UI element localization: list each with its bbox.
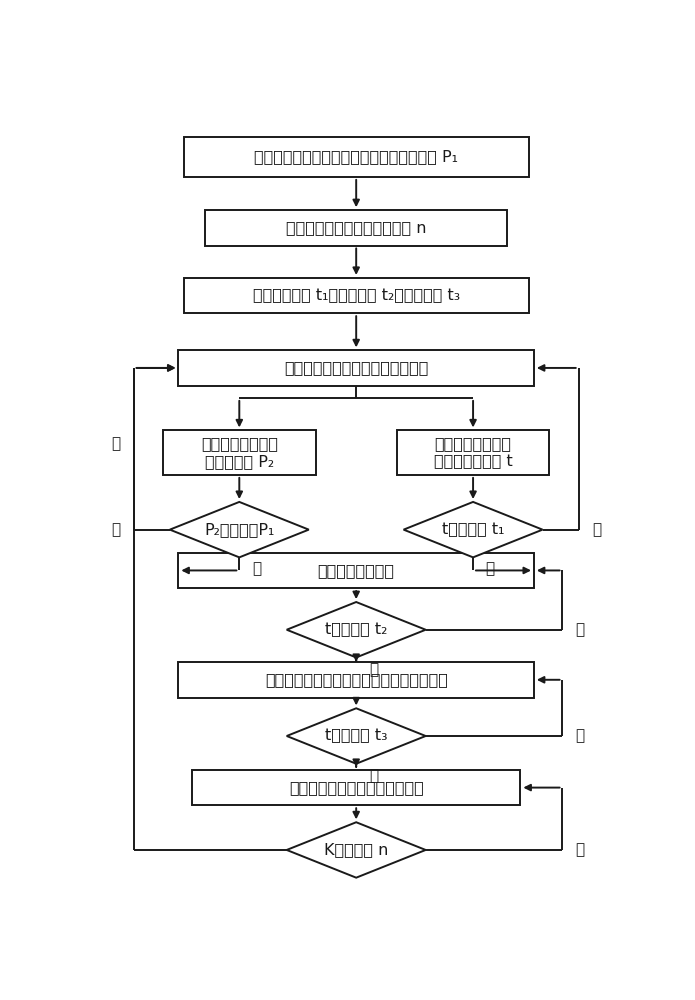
Text: 否: 否 (575, 728, 584, 744)
Polygon shape (170, 502, 309, 557)
Text: 是: 是 (369, 662, 378, 677)
FancyBboxPatch shape (397, 430, 549, 475)
Text: 驱动电机停止工作: 驱动电机停止工作 (318, 563, 395, 578)
Text: 否: 否 (575, 622, 584, 637)
Text: 驱动电机启动，向下挤压进行进样: 驱动电机启动，向下挤压进行进样 (284, 360, 428, 375)
Text: P₂是否大于P₁: P₂是否大于P₁ (204, 522, 275, 537)
Text: 是: 是 (111, 436, 120, 451)
Text: 是: 是 (486, 561, 495, 576)
Text: 启动系统，设定压力测量控制器进样压力值 P₁: 启动系统，设定压力测量控制器进样压力值 P₁ (254, 149, 458, 164)
Text: 否: 否 (592, 522, 601, 537)
FancyBboxPatch shape (179, 553, 534, 588)
Text: 否: 否 (111, 522, 120, 537)
Text: K是否大于 n: K是否大于 n (324, 842, 389, 857)
Text: 设定进样时间 t₁，提升时间 t₂，分析周期 t₃: 设定进样时间 t₁，提升时间 t₂，分析周期 t₃ (252, 288, 460, 303)
FancyBboxPatch shape (206, 210, 507, 246)
FancyBboxPatch shape (179, 350, 534, 386)
Text: 是: 是 (369, 769, 378, 784)
FancyBboxPatch shape (163, 430, 316, 475)
Polygon shape (287, 822, 425, 878)
Text: t是否大于 t₁: t是否大于 t₁ (442, 522, 505, 537)
Polygon shape (404, 502, 543, 557)
Text: 时间程序控制器上
的程序运行时间 t: 时间程序控制器上 的程序运行时间 t (434, 436, 512, 469)
Text: t是否大于 t₂: t是否大于 t₂ (325, 622, 387, 637)
Text: 设定时间程序控制器循环次数 n: 设定时间程序控制器循环次数 n (286, 220, 427, 235)
Text: 压力测量控制器测
定进样压力 P₂: 压力测量控制器测 定进样压力 P₂ (201, 436, 278, 469)
Text: t是否大于 t₃: t是否大于 t₃ (325, 728, 388, 744)
Polygon shape (287, 708, 425, 764)
FancyBboxPatch shape (179, 662, 534, 698)
Text: 是: 是 (252, 561, 261, 576)
FancyBboxPatch shape (192, 770, 521, 805)
FancyBboxPatch shape (183, 278, 529, 313)
Text: 否: 否 (575, 842, 584, 857)
FancyBboxPatch shape (183, 137, 529, 177)
Text: 转向控制器启动，电机反向转动，向上卸压: 转向控制器启动，电机反向转动，向上卸压 (265, 672, 448, 687)
Polygon shape (287, 602, 425, 657)
Text: 驱动电机停止，转向控制器复原: 驱动电机停止，转向控制器复原 (289, 780, 423, 795)
